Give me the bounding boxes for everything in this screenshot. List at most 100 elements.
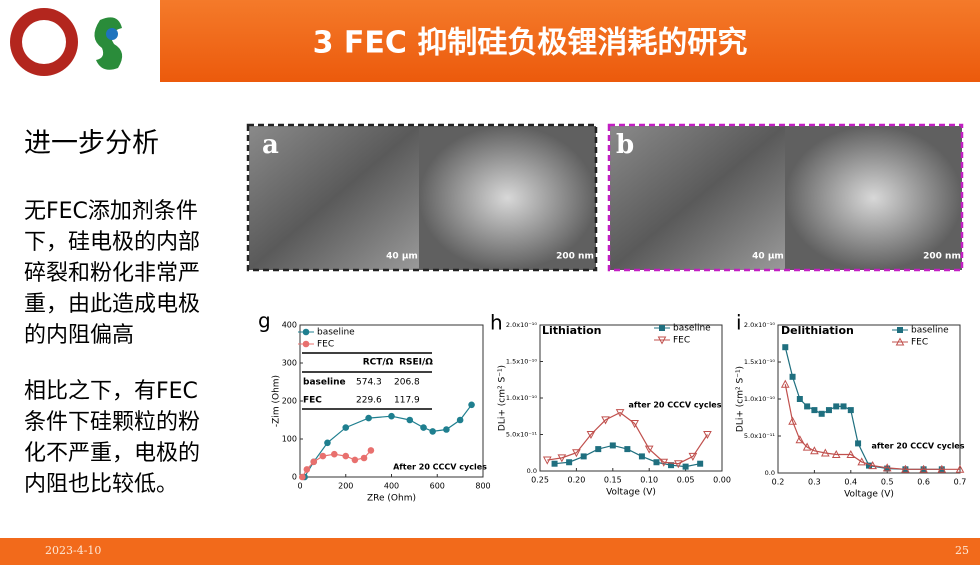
sem-image bbox=[249, 126, 419, 270]
data-point bbox=[884, 465, 891, 472]
table-header: RCT/Ω bbox=[363, 358, 394, 368]
data-point bbox=[919, 464, 928, 473]
text-line: 化不严重，电极的 bbox=[24, 441, 201, 466]
y-tick-label: 2.0x10⁻¹⁰ bbox=[744, 321, 775, 329]
university-logo-inner bbox=[22, 20, 66, 64]
scale-bar: 200 nm bbox=[556, 252, 594, 262]
data-point bbox=[668, 462, 675, 469]
data-point bbox=[795, 435, 805, 444]
data-point bbox=[833, 403, 840, 410]
data-point bbox=[615, 409, 625, 418]
header-bar bbox=[0, 0, 980, 82]
footer-date: 2023-4-10 bbox=[45, 544, 101, 557]
y-tick-label: 5.0x10⁻¹¹ bbox=[506, 431, 537, 439]
legend-marker bbox=[657, 336, 667, 345]
data-point bbox=[351, 456, 359, 464]
x-tick-label: 0.2 bbox=[772, 478, 785, 487]
y-tick-label: 0 bbox=[292, 473, 297, 482]
x-tick-label: 0.00 bbox=[713, 476, 731, 485]
data-point bbox=[601, 416, 610, 425]
image-frame bbox=[246, 123, 598, 272]
data-point bbox=[367, 447, 375, 454]
table-cell: baseline bbox=[303, 378, 346, 388]
data-point bbox=[866, 462, 872, 469]
data-point bbox=[595, 446, 602, 453]
data-point bbox=[429, 428, 436, 435]
data-point bbox=[653, 459, 660, 466]
data-point bbox=[796, 396, 803, 402]
legend-label: baseline bbox=[911, 326, 949, 336]
plot-frame bbox=[539, 324, 723, 472]
data-point bbox=[388, 412, 395, 420]
data-point bbox=[697, 460, 704, 467]
data-point bbox=[609, 442, 616, 449]
data-point bbox=[551, 460, 558, 467]
data-point bbox=[624, 446, 631, 453]
data-point bbox=[682, 463, 689, 470]
sidebar-paragraph: 相比之下，有FEC 条件下硅颗粒的粉 化不严重，电极的 内阻也比较低。 bbox=[24, 376, 200, 500]
y-tick-label: 1.0x10⁻¹⁰ bbox=[506, 394, 537, 402]
panel-letter: h bbox=[490, 311, 503, 335]
legend-label: FEC bbox=[673, 336, 690, 346]
plots: g 0 200 400 600 800 0 100 200 300 400 ZRe (Ohm) -Zim… bbox=[258, 309, 966, 504]
legend-label: FEC bbox=[317, 340, 334, 350]
slide-title: 3 FEC 抑制硅负极锂消耗的研究 bbox=[313, 26, 748, 61]
y-tick-label: 300 bbox=[282, 359, 297, 368]
legend-label: baseline bbox=[673, 324, 711, 334]
data-point bbox=[443, 426, 450, 433]
legend-marker bbox=[302, 340, 310, 348]
text-line: 无FEC添加剂条件 bbox=[24, 199, 198, 224]
sidebar-paragraph: 无FEC添加剂条件 下，硅电极的内部 碎裂和粉化非常严 重，由此造成电极 的内阻偏高 bbox=[24, 196, 200, 351]
image-frame bbox=[607, 123, 964, 272]
y-tick-label: 0.0 bbox=[765, 469, 775, 477]
data-point bbox=[406, 416, 414, 424]
data-point bbox=[542, 456, 552, 465]
annotation: After 20 CCCV cycles bbox=[393, 463, 487, 472]
y-tick-label: 1.0x10⁻¹⁰ bbox=[744, 395, 775, 403]
x-tick-label: 0.10 bbox=[640, 476, 658, 485]
data-point bbox=[937, 464, 947, 473]
x-tick-label: 0 bbox=[297, 482, 302, 491]
scale-bar: 40 μm bbox=[752, 252, 784, 262]
image-label: b bbox=[616, 130, 634, 160]
data-point bbox=[659, 458, 669, 467]
y-tick-label: 5.0x10⁻¹¹ bbox=[744, 432, 775, 440]
data-point bbox=[811, 407, 818, 414]
text-line: 下，硅电极的内部 bbox=[24, 230, 201, 255]
x-tick-label: 0.3 bbox=[808, 478, 821, 487]
text-line: 的内阻偏高 bbox=[24, 323, 135, 348]
table-header: RSEI/Ω bbox=[399, 358, 433, 368]
data-point bbox=[788, 416, 797, 425]
y-axis-label: -Zim (Ohm) bbox=[272, 375, 282, 427]
data-point bbox=[303, 466, 311, 473]
table-cell: 574.3 bbox=[356, 378, 382, 388]
data-point bbox=[638, 453, 645, 460]
data-point bbox=[456, 416, 464, 424]
text-line: 重，由此造成电极 bbox=[24, 292, 201, 317]
data-point bbox=[331, 450, 338, 458]
x-tick-label: 600 bbox=[430, 482, 445, 491]
x-axis-label: Voltage (V) bbox=[844, 490, 894, 500]
table-cell: 229.6 bbox=[356, 396, 382, 406]
data-point bbox=[365, 414, 372, 422]
data-point bbox=[572, 449, 581, 458]
data-point bbox=[566, 459, 573, 466]
x-tick-label: 0.15 bbox=[604, 476, 622, 485]
data-point bbox=[955, 464, 965, 473]
data-point bbox=[789, 373, 796, 380]
data-point bbox=[802, 442, 812, 451]
annotation: after 20 CCCV cycles bbox=[629, 401, 722, 410]
y-tick-label: 1.5x10⁻¹⁰ bbox=[744, 358, 775, 366]
data-point bbox=[342, 452, 350, 460]
y-tick-label: 200 bbox=[282, 397, 297, 406]
data-point bbox=[586, 431, 596, 440]
y-axis-label: DLi+ (cm² S⁻¹) bbox=[498, 365, 508, 431]
data-point bbox=[868, 461, 877, 470]
data-point bbox=[630, 420, 639, 429]
page-number: 25 bbox=[955, 544, 969, 557]
data-point bbox=[810, 446, 819, 455]
data-point bbox=[298, 473, 306, 481]
x-tick-label: 0.05 bbox=[677, 476, 695, 485]
x-axis-label: Voltage (V) bbox=[606, 488, 656, 498]
